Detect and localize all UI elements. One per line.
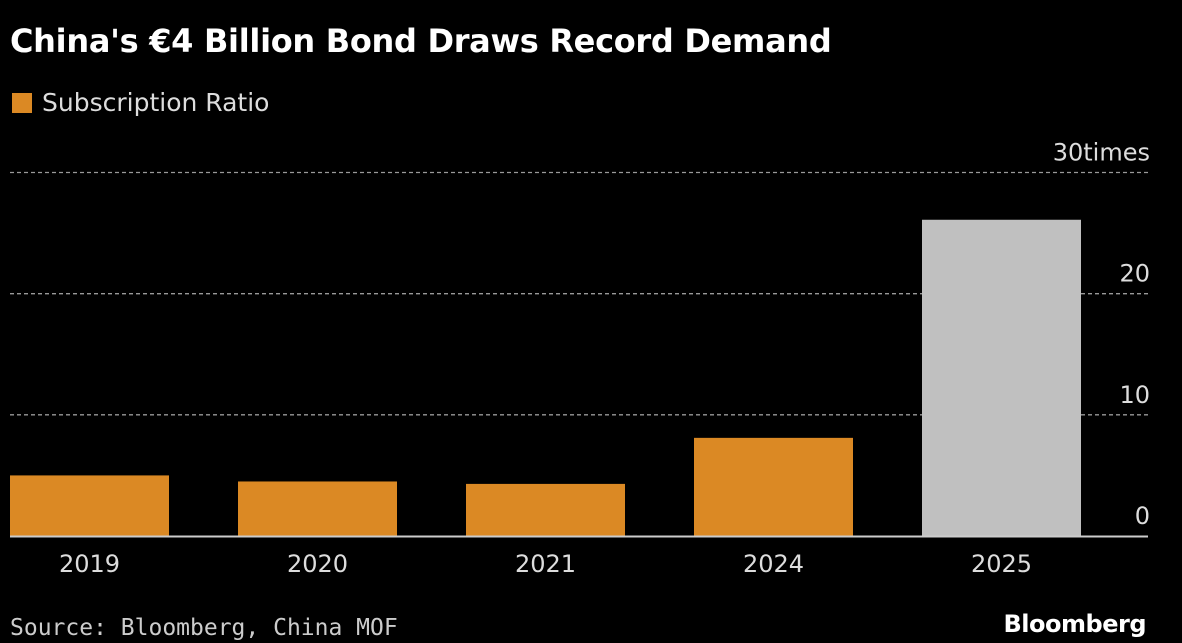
- bar-2020: [238, 481, 397, 536]
- x-tick-label: 2019: [59, 550, 120, 578]
- y-tick-label: 0: [1135, 502, 1150, 530]
- bloomberg-logo: Bloomberg: [1003, 610, 1147, 638]
- bar-2025: [922, 219, 1081, 536]
- y-tick-label: 20: [1119, 260, 1150, 288]
- bar-2024: [694, 437, 853, 536]
- y-tick-label: 30times: [1053, 139, 1150, 167]
- x-tick-label: 2020: [287, 550, 348, 578]
- source-note: Source: Bloomberg, China MOF: [10, 615, 398, 641]
- x-tick-label: 2021: [515, 550, 576, 578]
- bar-2021: [466, 483, 625, 536]
- x-tick-label: 2024: [743, 550, 804, 578]
- legend-swatch: [12, 92, 32, 113]
- bar-2019: [10, 475, 169, 536]
- legend-label: Subscription Ratio: [42, 88, 270, 117]
- chart-title: China's €4 Billion Bond Draws Record Dem…: [10, 22, 832, 60]
- legend: Subscription Ratio: [12, 88, 269, 117]
- x-tick-label: 2025: [971, 550, 1032, 578]
- y-tick-label: 10: [1119, 381, 1150, 409]
